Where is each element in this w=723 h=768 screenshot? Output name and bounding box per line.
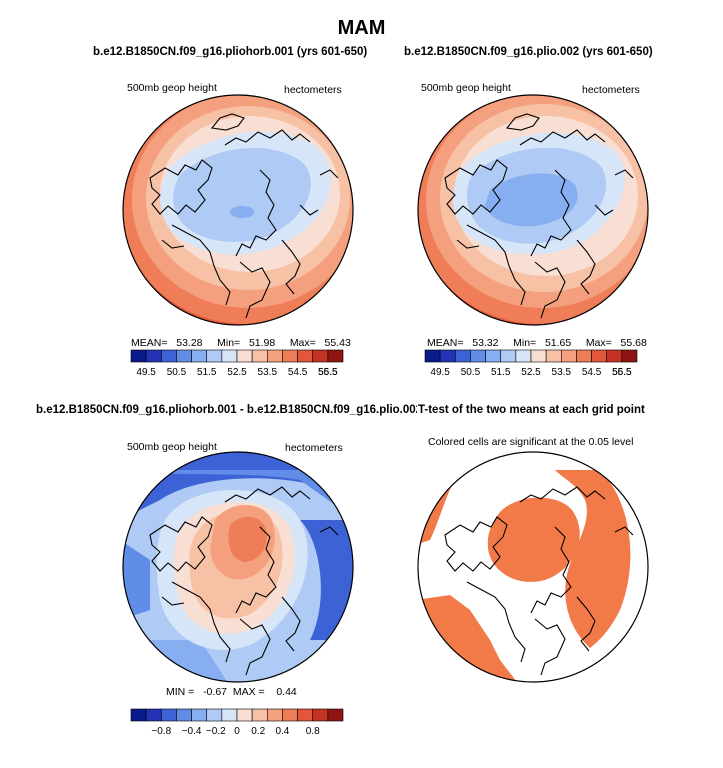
panel2-units-label: hectometers bbox=[582, 84, 640, 96]
panel2-title: b.e12.B1850CN.f09_g16.plio.002 (yrs 601-… bbox=[404, 46, 653, 58]
panel4-coastlines bbox=[444, 486, 634, 676]
colorbar-swatch bbox=[160, 349, 177, 363]
colorbar-swatch bbox=[282, 349, 298, 363]
colorbar-swatch bbox=[591, 349, 608, 363]
panel3-field-label: 500mb geop height bbox=[127, 441, 217, 453]
panel1-title: b.e12.B1850CN.f09_g16.pliohorb.001 (yrs … bbox=[93, 46, 368, 58]
colorbar-tick-label: 49.5 bbox=[136, 367, 156, 378]
colorbar-tick-label: 52.5 bbox=[521, 367, 541, 378]
colorbar-swatch bbox=[191, 349, 208, 363]
colorbar-swatch bbox=[206, 349, 223, 363]
panel3-units-label: hectometers bbox=[285, 442, 343, 454]
colorbar-tick-label: 54.5 bbox=[288, 367, 308, 378]
colorbar-swatch bbox=[327, 349, 344, 363]
colorbar-swatch bbox=[221, 349, 238, 363]
colorbar-swatch bbox=[206, 708, 223, 722]
colorbar-swatch bbox=[145, 708, 162, 722]
panel4-map bbox=[418, 452, 648, 682]
panel2-stats: MEAN= 53.32 Min= 51.65 Max= 55.68 bbox=[427, 337, 647, 349]
colorbar-tick-label: −0.2 bbox=[206, 726, 226, 737]
colorbar-swatch bbox=[424, 349, 441, 363]
colorbar-swatch bbox=[266, 349, 283, 363]
colorbar-swatch bbox=[176, 349, 192, 363]
colorbar-tick-label: 56.5 bbox=[318, 367, 338, 378]
colorbar-tick-label: 55.5 bbox=[318, 367, 338, 378]
colorbar-swatch bbox=[251, 708, 268, 722]
colorbar-tick-label: 53.5 bbox=[258, 367, 278, 378]
panel3-map bbox=[123, 452, 353, 682]
panel2-field-label: 500mb geop height bbox=[421, 82, 511, 94]
colorbar-swatch bbox=[145, 349, 162, 363]
colorbar-tick-label: 53.5 bbox=[552, 367, 572, 378]
colorbar-swatch bbox=[454, 349, 471, 363]
page-title: MAM bbox=[337, 17, 386, 39]
colorbar-swatch bbox=[297, 349, 314, 363]
colorbar-swatch bbox=[530, 349, 547, 363]
panel3-colorbar: −0.8 −0.4 −0.2 0 0.2 0.4 0.8 bbox=[130, 708, 344, 737]
panel1-field-label: 500mb geop height bbox=[127, 82, 217, 94]
panel1-stats: MEAN= 53.28 Min= 51.98 Max= 55.43 bbox=[131, 337, 351, 349]
panel4-title: T-test of the two means at each grid poi… bbox=[417, 404, 645, 416]
colorbar-tick-label: 55.5 bbox=[612, 367, 632, 378]
colorbar-swatch bbox=[251, 349, 268, 363]
panel2-map bbox=[418, 95, 648, 325]
colorbar-tick-label: 52.5 bbox=[227, 367, 247, 378]
colorbar-swatch bbox=[297, 708, 314, 722]
colorbar-swatch bbox=[606, 349, 623, 363]
colorbar-swatch bbox=[470, 349, 486, 363]
colorbar-tick-label: −0.4 bbox=[182, 726, 202, 737]
colorbar-tick-label: 50.5 bbox=[167, 367, 187, 378]
colorbar-swatch bbox=[621, 349, 638, 363]
colorbar-swatch bbox=[327, 708, 344, 722]
panel1-map bbox=[123, 95, 353, 325]
panel2-coastlines bbox=[444, 113, 634, 319]
colorbar-swatch bbox=[221, 708, 238, 722]
colorbar-swatch bbox=[312, 349, 329, 363]
colorbar-swatch bbox=[176, 708, 192, 722]
panel1-colorbar: 49.5 50.5 51.5 52.5 53.5 54.5 55.556.5 bbox=[130, 349, 344, 378]
colorbar-swatch bbox=[160, 708, 177, 722]
colorbar-swatch bbox=[266, 708, 283, 722]
panel1-coastlines bbox=[149, 113, 339, 319]
colorbar-swatch bbox=[485, 349, 502, 363]
colorbar-swatch bbox=[130, 349, 147, 363]
colorbar-swatch bbox=[576, 349, 592, 363]
colorbar-tick-label: 0.8 bbox=[306, 726, 320, 737]
colorbar-tick-label: 0.4 bbox=[275, 726, 289, 737]
panel3-stats: MIN = -0.67 MAX = 0.44 bbox=[166, 686, 297, 698]
colorbar-swatch bbox=[236, 349, 253, 363]
colorbar-tick-label: 56.5 bbox=[612, 367, 632, 378]
colorbar-swatch bbox=[130, 708, 147, 722]
colorbar-swatch bbox=[282, 708, 298, 722]
colorbar-swatch bbox=[312, 708, 329, 722]
colorbar-swatch bbox=[545, 349, 562, 363]
colorbar-tick-label: 54.5 bbox=[582, 367, 602, 378]
colorbar-swatch bbox=[515, 349, 532, 363]
colorbar-swatch bbox=[500, 349, 517, 363]
colorbar-tick-label: 51.5 bbox=[491, 367, 511, 378]
colorbar-tick-label: 50.5 bbox=[461, 367, 481, 378]
colorbar-swatch bbox=[191, 708, 208, 722]
panel3-title: b.e12.B1850CN.f09_g16.pliohorb.001 - b.e… bbox=[36, 404, 423, 416]
colorbar-tick-label: 49.5 bbox=[430, 367, 450, 378]
panel1-units-label: hectometers bbox=[284, 84, 342, 96]
panel2-colorbar: 49.5 50.5 51.5 52.5 53.5 54.5 55.556.5 bbox=[424, 349, 638, 378]
colorbar-tick-label: 51.5 bbox=[197, 367, 217, 378]
panel4-subtitle: Colored cells are significant at the 0.0… bbox=[428, 436, 634, 448]
panel3-coastlines bbox=[149, 486, 339, 676]
colorbar-tick-label: 0 bbox=[234, 726, 240, 737]
colorbar-swatch bbox=[560, 349, 577, 363]
colorbar-tick-label: −0.8 bbox=[151, 726, 171, 737]
colorbar-tick-label: 0.2 bbox=[251, 726, 265, 737]
colorbar-swatch bbox=[439, 349, 456, 363]
colorbar-swatch bbox=[236, 708, 253, 722]
